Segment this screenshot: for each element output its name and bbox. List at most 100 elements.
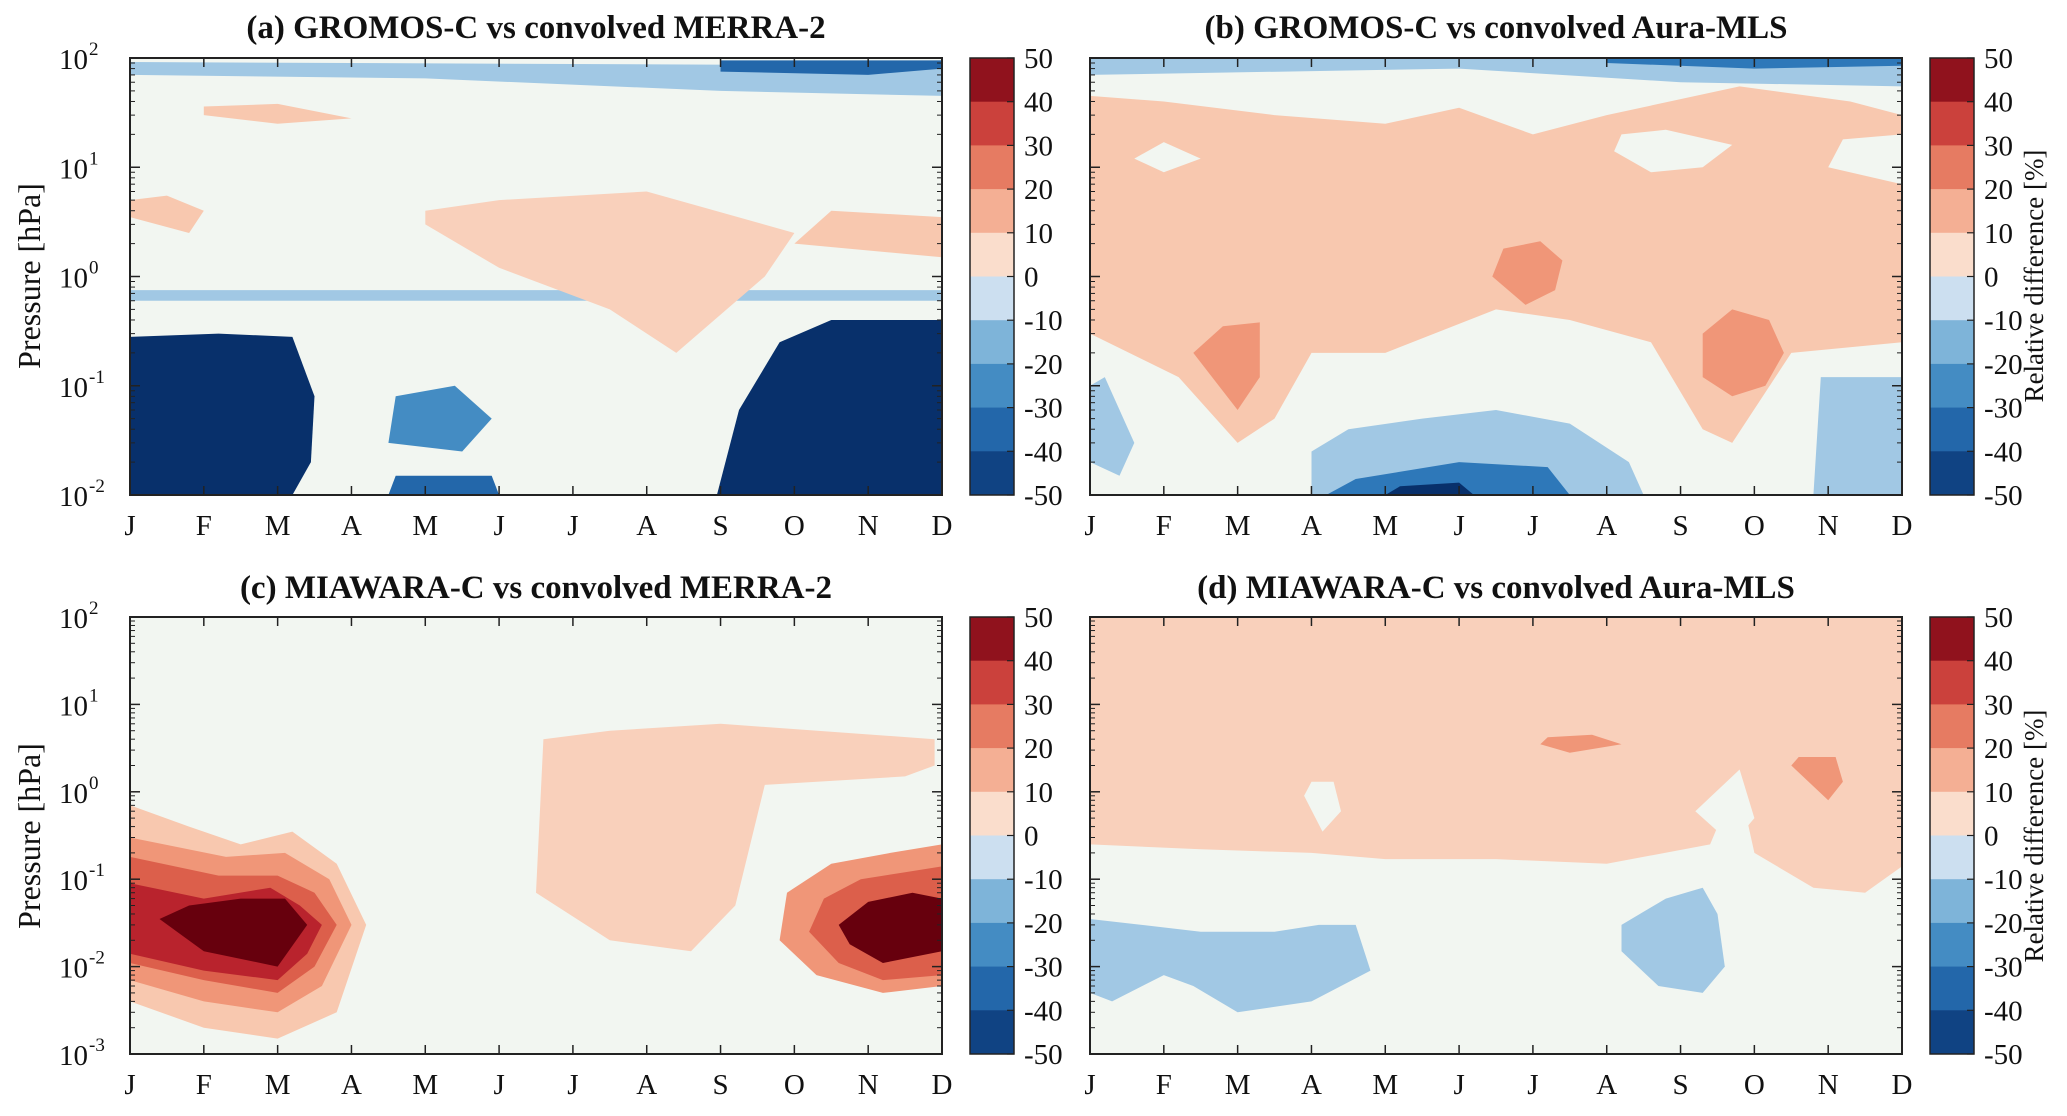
colorbar-band: [1930, 922, 1974, 968]
colorbar-tick-label: -40: [1024, 436, 1063, 468]
y-tick-exponent: 1: [89, 148, 99, 169]
contour-region-4: [1090, 919, 1371, 1013]
panel-d-plot-frame: [1089, 616, 1903, 1055]
panel-a-title: (a) GROMOS-C vs convolved MERRA-2: [246, 10, 825, 46]
x-tick-label: D: [1892, 1069, 1913, 1101]
contour-region-4: [388, 475, 500, 495]
y-tick-exponent: -1: [89, 860, 105, 881]
colorbar-tick-label: -30: [1984, 952, 2023, 984]
contour-region-12: [1813, 377, 1902, 495]
colorbar-tick-label: -30: [1024, 393, 1063, 425]
contour-region-7: [425, 191, 795, 353]
x-tick-label: M: [1372, 1069, 1398, 1101]
x-tick-label: A: [636, 1069, 657, 1101]
panel-a-y-axis-label: Pressure [hPa]: [11, 183, 47, 369]
panel-a-contours: [130, 60, 942, 495]
contour-region-2: [1193, 322, 1260, 410]
x-tick-label: S: [712, 1069, 728, 1101]
colorbar-tick-label: -50: [1024, 1039, 1063, 1071]
panel-b-colorbar-label: Relative difference [%]: [2019, 150, 2049, 403]
panel-d-colorbar: 50 40 30 20 10 0 -10 -20 -30 -40 -50: [1929, 602, 2023, 1071]
colorbar-band: [1930, 451, 1974, 496]
x-tick-label: J: [567, 510, 578, 542]
contour-region-10: [1385, 482, 1474, 495]
colorbar-tick-label: -40: [1984, 436, 2023, 468]
y-tick-exponent: -3: [89, 1035, 105, 1056]
x-tick-label: A: [341, 1069, 362, 1101]
colorbar-tick-label: 20: [1024, 733, 1053, 765]
y-tick-label: 10: [59, 953, 88, 985]
x-tick-label: O: [1744, 1069, 1765, 1101]
y-tick-exponent: -2: [89, 948, 105, 969]
colorbar-tick-label: 30: [1984, 130, 2013, 162]
y-tick-label: 10: [59, 1040, 88, 1072]
x-tick-label: S: [1672, 510, 1688, 542]
colorbar-band: [970, 748, 1014, 793]
x-tick-label: M: [412, 510, 438, 542]
colorbar-band: [970, 704, 1014, 749]
y-tick-label: 10: [59, 372, 88, 404]
colorbar-tick-label: 50: [1024, 43, 1053, 75]
colorbar-band: [970, 617, 1014, 662]
colorbar-tick-label: -10: [1984, 864, 2023, 896]
x-tick-label: D: [932, 510, 953, 542]
x-tick-label: F: [1156, 510, 1172, 542]
panel-b-contours: [1090, 59, 1902, 495]
colorbar-tick-label: 40: [1024, 87, 1053, 119]
colorbar-band: [970, 660, 1014, 705]
panel-d-title: (d) MIAWARA-C vs convolved Aura-MLS: [1197, 570, 1795, 606]
contour-region-5: [130, 290, 942, 301]
colorbar-tick-label: 30: [1024, 130, 1053, 162]
contour-region-1: [1090, 86, 1902, 443]
x-tick-label: J: [1527, 510, 1538, 542]
x-tick-label: J: [124, 1069, 135, 1101]
x-tick-label: S: [1672, 1069, 1688, 1101]
colorbar-tick-label: 50: [1024, 602, 1053, 634]
contour-region-12: [203, 103, 352, 124]
x-tick-label: M: [1372, 510, 1398, 542]
colorbar-band: [970, 189, 1014, 234]
y-tick-exponent: 1: [89, 685, 99, 706]
panel-c-contours: [130, 617, 942, 1054]
colorbar-tick-label: 10: [1984, 777, 2013, 809]
panel-d: (d) MIAWARA-C vs convolved Aura-MLS J F M A…: [1084, 570, 2049, 1101]
colorbar-band: [1930, 879, 1974, 924]
x-tick-label: O: [784, 510, 805, 542]
y-tick-label: 10: [59, 481, 88, 513]
contour-region-6: [1134, 142, 1201, 173]
colorbar-tick-label: -20: [1024, 349, 1063, 381]
colorbar-tick-label: 50: [1984, 43, 2013, 75]
contour-region-5: [159, 898, 308, 967]
y-tick-exponent: -2: [89, 476, 105, 497]
x-tick-label: J: [124, 510, 135, 542]
y-tick-label: 10: [59, 44, 88, 76]
colorbar-band: [970, 451, 1014, 496]
colorbar-band: [1930, 617, 1974, 662]
colorbar-band: [1930, 835, 1974, 880]
x-tick-label: M: [265, 1069, 291, 1101]
colorbar-band: [970, 101, 1014, 146]
contour-region-10: [536, 723, 935, 952]
panel-b-y-axis: [1090, 57, 1902, 496]
x-tick-label: A: [1301, 510, 1322, 542]
colorbar-tick-label: 30: [1984, 689, 2013, 721]
colorbar-band: [1930, 320, 1974, 365]
contour-region-6: [1540, 734, 1622, 753]
colorbar-band: [970, 922, 1014, 968]
colorbar-tick-label: -50: [1024, 480, 1063, 512]
y-tick-label: 10: [59, 778, 88, 810]
colorbar-tick-label: 0: [1984, 262, 1999, 294]
colorbar-band: [970, 879, 1014, 924]
colorbar-tick-label: 10: [1984, 218, 2013, 250]
y-tick-label: 10: [59, 603, 88, 635]
x-tick-label: J: [1453, 1069, 1464, 1101]
contour-region-11: [410, 617, 573, 624]
panel-b-colorbar: 50 40 30 20 10 0 -10 -20 -30 -40 -50: [1929, 43, 2023, 512]
y-tick-exponent: 0: [89, 773, 99, 794]
panel-d-colorbar-label: Relative difference [%]: [2019, 710, 2049, 963]
contour-region-3: [1695, 769, 1755, 845]
